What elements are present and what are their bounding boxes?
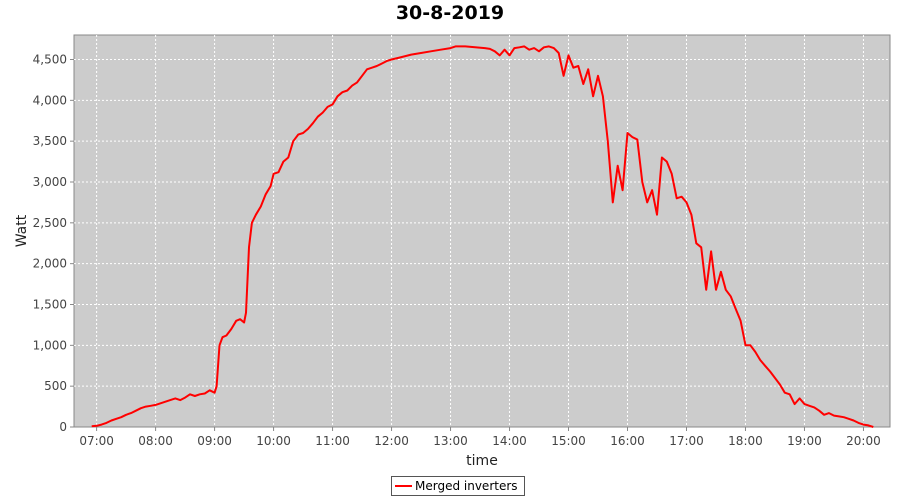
x-tick-label: 15:00 [551, 434, 586, 448]
y-tick-label: 2,500 [33, 216, 67, 230]
chart-title: 30-8-2019 [395, 2, 505, 24]
x-tick-label: 14:00 [492, 434, 527, 448]
series-line-0 [91, 45, 874, 428]
x-tick-label: 07:00 [79, 434, 114, 448]
y-tick-label: 1,500 [33, 298, 67, 312]
x-tick-label: 19:00 [787, 434, 822, 448]
y-tick-label: 3,500 [33, 134, 67, 148]
y-tick-label: 1,000 [33, 338, 67, 352]
series-layer [91, 45, 874, 428]
x-tick-label: 17:00 [669, 434, 704, 448]
y-axis-label: Watt [14, 214, 30, 247]
x-tick-label: 13:00 [433, 434, 468, 448]
x-tick-label: 09:00 [197, 434, 232, 448]
y-tick-label: 3,000 [33, 175, 67, 189]
x-tick-label: 16:00 [610, 434, 645, 448]
legend: Merged inverters [391, 476, 525, 496]
x-axis: 07:00 08:00 09:00 10:00 11:00 12:00 13:00 14:00… [79, 427, 881, 448]
y-tick-label: 2,000 [33, 257, 67, 271]
x-tick-label: 11:00 [315, 434, 350, 448]
x-tick-label: 18:00 [728, 434, 763, 448]
legend-label: Merged inverters [415, 479, 518, 493]
y-tick-label: 4,000 [33, 93, 67, 107]
x-axis-label: time [466, 453, 498, 469]
grid-lines [74, 35, 890, 427]
legend-swatch [395, 485, 412, 487]
x-tick-label: 12:00 [374, 434, 409, 448]
x-tick-label: 08:00 [138, 434, 173, 448]
y-axis: 0 500 1,000 1,500 2,000 2,500 3,000 3,500 4,000 4… [33, 53, 74, 434]
y-tick-label: 4,500 [33, 53, 67, 67]
y-tick-label: 0 [59, 420, 67, 434]
x-tick-label: 20:00 [846, 434, 881, 448]
y-tick-label: 500 [44, 379, 67, 393]
x-tick-label: 10:00 [256, 434, 291, 448]
